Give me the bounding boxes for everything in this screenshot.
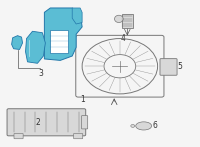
Text: 1: 1 [80,95,85,104]
Text: 2: 2 [35,118,40,127]
Polygon shape [12,36,23,50]
Text: 5: 5 [177,62,182,71]
FancyBboxPatch shape [160,59,177,75]
Text: 4: 4 [120,34,125,43]
Text: 6: 6 [153,121,158,130]
Polygon shape [72,8,82,24]
Ellipse shape [136,122,152,130]
FancyBboxPatch shape [74,133,83,139]
FancyBboxPatch shape [82,116,88,129]
Polygon shape [44,8,82,60]
Polygon shape [50,30,68,53]
FancyBboxPatch shape [14,133,23,139]
FancyBboxPatch shape [161,60,171,73]
Polygon shape [26,31,45,63]
Ellipse shape [114,15,123,22]
FancyBboxPatch shape [7,109,86,136]
Ellipse shape [131,125,135,127]
Text: 3: 3 [38,69,43,78]
FancyBboxPatch shape [122,14,133,28]
